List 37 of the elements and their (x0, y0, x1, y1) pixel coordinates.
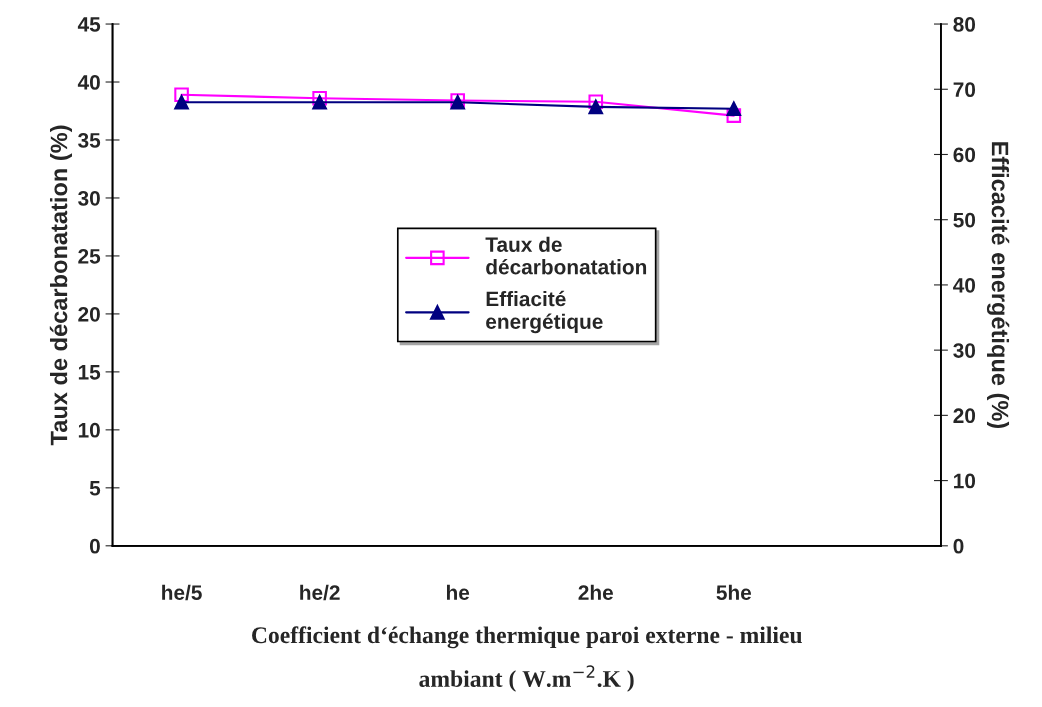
y2-tick-label: 40 (953, 277, 976, 293)
y2-tick-label: 80 (953, 17, 976, 32)
x-axis-title: Coefficient d‘échange thermique paroi externe - milieu ambiant ( W.m$^{−2}$.K ) (252, 626, 802, 692)
y2-tick-label: 0 (953, 538, 964, 554)
point (726, 108, 742, 123)
y2-tick-label: 20 (953, 408, 976, 424)
y-tick-label: 10 (78, 422, 100, 438)
y-tick-label: 5 (89, 481, 101, 496)
y-tick-label: 20 (78, 306, 100, 322)
x-tick-label: he/2 (300, 584, 340, 601)
y-tick-label: 0 (89, 538, 100, 554)
y-tick-label: 45 (77, 17, 101, 32)
y2-tick-label: 60 (953, 147, 976, 163)
x-tick-label: he/5 (162, 584, 202, 601)
point (726, 101, 742, 117)
y2-tick-label: 50 (953, 212, 976, 228)
y-tick-label: 25 (78, 248, 101, 264)
x-tick-label: he (447, 584, 470, 600)
legend-label: Taux de décarbonatation (485, 236, 647, 275)
point (588, 99, 604, 115)
y-tick-label: 15 (78, 365, 101, 380)
point (174, 95, 189, 110)
y-tick-label: 40 (77, 75, 100, 90)
y2-tick-label: 10 (954, 473, 976, 489)
y2-axis-title: Efficacité energétique (%) (986, 142, 1010, 429)
y-axis-title: Taux de décarbonatation (%) (49, 125, 72, 446)
y2-tick-label: 70 (953, 82, 976, 98)
legend-label: Effiacité energétique (486, 290, 603, 334)
point (174, 87, 189, 103)
y-tick-label: 35 (78, 132, 101, 148)
point (312, 95, 327, 110)
y2-tick-label: 30 (953, 343, 976, 358)
y-tick-label: 30 (78, 190, 100, 206)
x-tick-label: 5he (716, 584, 752, 600)
point (312, 90, 327, 106)
x-tick-label: 2he (578, 584, 613, 600)
point (588, 94, 604, 110)
